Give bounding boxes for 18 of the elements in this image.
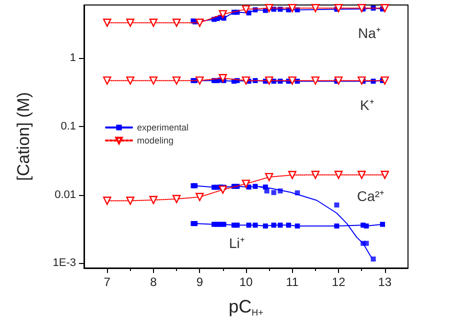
legend-label: experimental <box>137 122 189 132</box>
y-tick-label: 0.1 <box>60 120 76 133</box>
annotation: Li⁺ <box>229 235 245 251</box>
y-tick-label: 0.01 <box>54 188 76 201</box>
x-tick-label: 11 <box>286 275 299 289</box>
x-tick-label: 12 <box>332 275 346 289</box>
y-axis-title: [Cation] (M) <box>14 92 33 181</box>
x-tick-label: 13 <box>378 275 392 289</box>
y-tick-label: 1E-3 <box>52 257 76 270</box>
annotation: K⁺ <box>360 97 374 113</box>
x-tick-label: 7 <box>104 275 111 289</box>
annotation: Ca²⁺ <box>357 188 385 204</box>
y-tick-label: 1 <box>70 52 76 64</box>
annotation: Na⁺ <box>358 25 381 41</box>
x-tick-label: 8 <box>150 275 158 289</box>
x-tick-label: 10 <box>239 275 253 289</box>
legend-label: modeling <box>137 136 174 146</box>
x-tick-label: 9 <box>196 275 204 289</box>
